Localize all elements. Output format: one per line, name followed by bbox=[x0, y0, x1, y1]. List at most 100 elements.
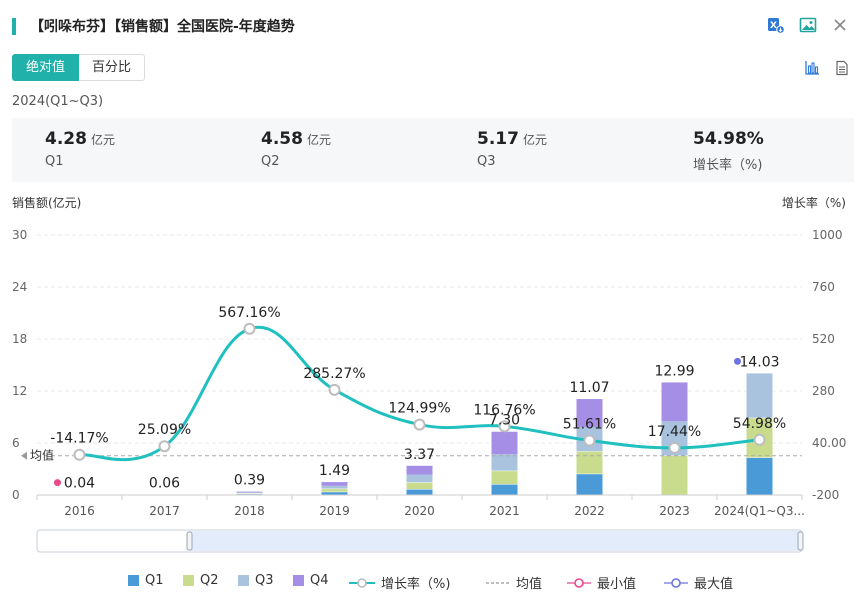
legend-item-q4[interactable]: Q4 bbox=[293, 573, 329, 588]
summary-growth: 54.98% 增长率（%) bbox=[693, 129, 764, 173]
growth-rate-point bbox=[668, 441, 681, 454]
x-tick-label: 2020 bbox=[404, 504, 435, 518]
q1-swatch-icon bbox=[128, 575, 139, 586]
growth-rate-point bbox=[243, 322, 256, 335]
left-tick-label: 18 bbox=[12, 332, 27, 346]
value-mode-toggle: 绝对值 百分比 bbox=[12, 54, 146, 81]
legend-item-q3[interactable]: Q3 bbox=[238, 573, 274, 588]
zoom-slider-right-handle[interactable] bbox=[797, 531, 804, 551]
legend-label: Q2 bbox=[200, 573, 219, 588]
growth-rate-point bbox=[413, 418, 426, 431]
max-value-dot bbox=[734, 357, 741, 365]
bar-segment-q2 bbox=[321, 489, 348, 492]
growth-rate-label: 17.44% bbox=[648, 424, 701, 440]
bar-segment-q4 bbox=[576, 399, 603, 427]
close-icon[interactable] bbox=[830, 15, 850, 35]
x-tick-label: 2023 bbox=[659, 504, 690, 518]
legend-item-min[interactable]: 最小值 bbox=[567, 573, 636, 592]
right-tick-label: 280 bbox=[812, 384, 835, 398]
bar-total-label: 0.04 bbox=[64, 476, 95, 492]
bar-chart-view-icon[interactable] bbox=[802, 58, 822, 78]
growth-rate-label: 124.99% bbox=[388, 401, 450, 417]
legend-label: Q1 bbox=[145, 573, 164, 588]
x-tick-label: 2018 bbox=[234, 504, 265, 518]
x-tick-label: 2024(Q1~Q3... bbox=[714, 504, 805, 518]
growth-rate-label: 51.61% bbox=[563, 416, 616, 432]
bar-segment-q4 bbox=[321, 482, 348, 486]
bar-segment-q1 bbox=[576, 474, 603, 495]
growth-rate-point bbox=[73, 448, 86, 461]
q2-swatch-icon bbox=[183, 575, 194, 586]
bar-segment-q3 bbox=[406, 474, 433, 483]
summary-label: Q2 bbox=[261, 154, 280, 169]
growth-rate-point bbox=[498, 420, 511, 433]
bar-segment-q3 bbox=[321, 485, 348, 489]
legend-label: 均值 bbox=[516, 577, 543, 592]
left-tick-label: 30 bbox=[12, 228, 27, 242]
legend-item-q2[interactable]: Q2 bbox=[183, 573, 219, 588]
growth-rate-point bbox=[328, 383, 341, 396]
bar-total-label: 1.49 bbox=[319, 463, 350, 479]
bar-segment-q4 bbox=[661, 382, 688, 422]
summary-value: 4.58 bbox=[261, 129, 303, 149]
excel-export-icon[interactable]: X bbox=[766, 15, 786, 35]
summary-label: Q3 bbox=[477, 154, 496, 169]
right-axis-label: 增长率（%) bbox=[782, 195, 846, 210]
growth-rate-label: 285.27% bbox=[303, 366, 365, 382]
summary-value: 4.28 bbox=[45, 129, 87, 149]
summary-q3: 5.17 亿元 Q3 bbox=[477, 129, 547, 169]
chart-title-bar: 【吲哚布芬】【销售额】全国医院-年度趋势 X bbox=[12, 15, 850, 41]
left-tick-label: 12 bbox=[12, 384, 27, 398]
bar-segment-q3 bbox=[491, 454, 518, 471]
absolute-value-tab[interactable]: 绝对值 bbox=[12, 54, 80, 81]
mean-dashed-line-icon bbox=[486, 581, 510, 584]
max-marker-icon bbox=[664, 577, 688, 588]
bar-segment-q1 bbox=[321, 492, 348, 495]
x-tick-label: 2019 bbox=[319, 504, 350, 518]
legend-item-max[interactable]: 最大值 bbox=[664, 573, 733, 592]
mean-marker-icon bbox=[21, 451, 27, 460]
growth-line-icon bbox=[349, 577, 375, 588]
growth-rate-label: 54.98% bbox=[733, 416, 786, 432]
bar-segment-q1 bbox=[746, 457, 773, 495]
legend-label: 最小值 bbox=[597, 577, 637, 592]
percentage-tab[interactable]: 百分比 bbox=[79, 54, 146, 81]
bar-segment-q1 bbox=[491, 484, 518, 495]
legend-item-mean[interactable]: 均值 bbox=[486, 573, 542, 592]
bar-segment-q2 bbox=[661, 456, 688, 495]
summary-panel: 4.28 亿元 Q1 4.58 亿元 Q2 5.17 亿元 Q3 54.98% 增长率… bbox=[12, 118, 854, 182]
bar-total-label: 0.39 bbox=[234, 473, 265, 489]
growth-rate-label: 25.09% bbox=[138, 422, 191, 438]
summary-unit: 亿元 bbox=[90, 133, 115, 147]
x-tick-label: 2021 bbox=[489, 504, 520, 518]
image-export-icon[interactable] bbox=[798, 15, 818, 35]
q4-swatch-icon bbox=[293, 575, 304, 586]
bar-segment-q2 bbox=[406, 482, 433, 490]
summary-label: 增长率（%) bbox=[693, 158, 763, 173]
legend-item-q1[interactable]: Q1 bbox=[128, 573, 164, 588]
right-tick-label: 40.00 bbox=[812, 436, 846, 450]
period-label: 2024(Q1~Q3) bbox=[12, 94, 104, 109]
bar-segment-q4 bbox=[406, 465, 433, 475]
zoom-slider-left-handle[interactable] bbox=[186, 531, 193, 551]
zoom-slider-selection[interactable] bbox=[190, 531, 801, 551]
bar-segment-q2 bbox=[491, 471, 518, 485]
summary-q2: 4.58 亿元 Q2 bbox=[261, 129, 331, 169]
table-view-icon[interactable] bbox=[832, 58, 852, 78]
left-axis-label: 销售额(亿元) bbox=[12, 195, 81, 210]
growth-rate-point bbox=[158, 440, 171, 453]
x-tick-label: 2022 bbox=[574, 504, 605, 518]
bar-total-label: 7.30 bbox=[489, 413, 520, 429]
bar-total-label: 11.07 bbox=[569, 380, 609, 396]
right-tick-label: -200 bbox=[812, 488, 839, 502]
title-accent-bar bbox=[12, 18, 16, 35]
legend-label: Q3 bbox=[255, 573, 274, 588]
legend-label: 增长率（%) bbox=[381, 577, 451, 592]
growth-rate-point bbox=[753, 433, 766, 446]
bar-total-label: 3.37 bbox=[404, 447, 435, 463]
x-tick-label: 2016 bbox=[64, 504, 95, 518]
svg-text:X: X bbox=[770, 21, 777, 31]
min-marker-icon bbox=[567, 577, 591, 588]
legend-item-growth-rate[interactable]: 增长率（%) bbox=[349, 573, 450, 592]
